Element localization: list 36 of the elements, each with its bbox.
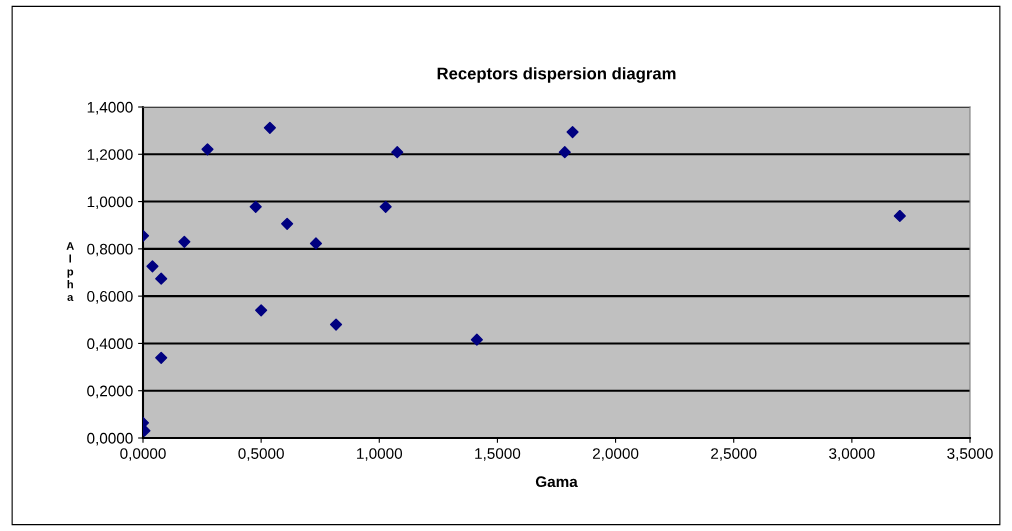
point	[309, 237, 323, 250]
point	[146, 260, 159, 273]
y-tick-label: 0,8000	[87, 243, 133, 257]
point	[893, 209, 906, 223]
point	[263, 121, 276, 134]
y-tick-label: 0,2000	[87, 385, 133, 399]
point	[155, 272, 168, 285]
point	[329, 318, 343, 331]
x-tick-label: 3,5000	[947, 448, 993, 461]
point	[470, 333, 483, 346]
y-tick-label: 1,2000	[87, 149, 133, 162]
point	[281, 217, 294, 230]
point	[558, 146, 571, 159]
x-tick-label: 1,0000	[357, 448, 403, 461]
x-tick-label: 0,0000	[120, 448, 166, 461]
x-tick-label: 0,5000	[238, 448, 284, 461]
x-tick-label: 3,0000	[829, 448, 875, 461]
y-tick-label: 0,0000	[87, 432, 133, 446]
point	[201, 143, 214, 156]
x-axis-title: Gama	[535, 476, 578, 488]
y-tick-label: 1,4000	[87, 101, 133, 115]
chart-title: Receptors dispersion diagram	[437, 67, 676, 83]
y-axis-title: Alpha	[66, 242, 74, 302]
x-tick-label: 2,0000	[592, 448, 639, 461]
y-tick-label: 0,4000	[87, 338, 133, 351]
y-tick-label: 0,6000	[87, 291, 133, 304]
point	[566, 125, 579, 139]
x-tick-label: 1,5000	[475, 448, 521, 461]
y-tick-label: 1,0000	[87, 196, 133, 210]
x-tick-label: 2,5000	[711, 448, 757, 461]
point	[391, 146, 404, 159]
point	[255, 304, 268, 317]
point	[379, 200, 392, 213]
point	[178, 235, 191, 248]
point	[155, 351, 168, 364]
point	[249, 200, 262, 213]
